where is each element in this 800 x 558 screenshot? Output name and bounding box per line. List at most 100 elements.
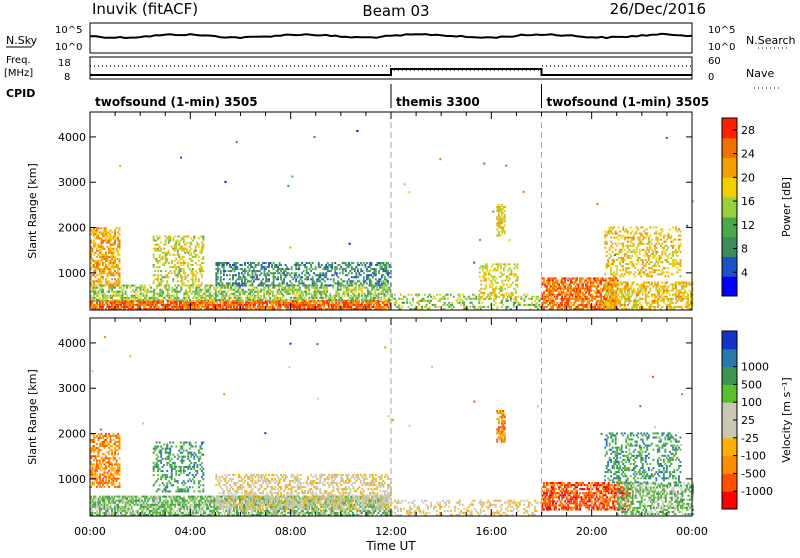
range-gate-cell [506, 292, 508, 294]
range-gate-cell [239, 287, 241, 289]
nave-label: Nave [746, 67, 774, 80]
range-gate-cell [295, 274, 297, 276]
range-gate-cell [636, 255, 638, 257]
range-gate-cell [496, 306, 498, 308]
range-gate-cell [253, 293, 255, 295]
range-gate-cell [506, 284, 508, 286]
range-gate-cell [241, 284, 243, 286]
range-gate-cell [201, 295, 203, 297]
range-gate-cell [198, 299, 200, 301]
range-gate-cell [195, 256, 197, 258]
range-gate-cell [483, 294, 485, 296]
range-gate-cell [202, 248, 204, 250]
range-gate-cell [168, 262, 170, 264]
range-gate-cell [105, 264, 107, 266]
range-gate-cell [654, 249, 656, 251]
range-gate-cell [285, 264, 287, 266]
range-gate-cell [621, 273, 623, 275]
range-gate-cell [570, 286, 572, 288]
range-gate-cell [478, 294, 480, 296]
range-gate-cell [619, 302, 621, 304]
range-gate-cell [199, 264, 201, 266]
range-gate-cell [501, 210, 503, 212]
range-gate-cell [352, 297, 354, 299]
range-gate-cell [156, 297, 158, 299]
range-gate-cell [110, 233, 112, 235]
range-gate-cell [500, 265, 502, 267]
range-gate-cell [622, 226, 624, 228]
range-gate-cell [339, 264, 341, 266]
range-gate-cell [306, 270, 308, 272]
range-gate-cell [495, 294, 497, 296]
range-gate-cell [264, 266, 266, 268]
range-gate-cell [305, 295, 307, 297]
range-gate-cell [318, 278, 320, 280]
range-gate-cell [383, 262, 385, 264]
range-gate-cell [657, 302, 659, 304]
range-gate-cell [587, 296, 589, 298]
range-gate-cell [279, 282, 281, 284]
range-gate-cell [241, 268, 243, 270]
range-gate-cell [645, 269, 647, 271]
range-gate-cell [319, 272, 321, 274]
range-gate-cell [215, 274, 217, 276]
range-gate-cell [302, 299, 304, 301]
range-gate-cell [223, 268, 225, 270]
range-gate-cell [209, 299, 211, 301]
range-gate-cell [201, 268, 203, 270]
range-gate-cell [513, 267, 515, 269]
range-gate-cell [643, 231, 645, 233]
range-gate-cell [337, 291, 339, 293]
range-gate-cell [180, 270, 182, 272]
range-gate-cell [660, 239, 662, 241]
range-gate-cell [667, 257, 669, 259]
range-gate-cell [624, 304, 626, 306]
range-gate-cell [224, 297, 226, 299]
range-gate-cell [153, 266, 155, 268]
range-gate-cell [361, 264, 363, 266]
range-gate-cell [181, 258, 183, 260]
range-gate-cell [153, 238, 155, 240]
range-gate-cell [480, 296, 482, 298]
range-gate-cell [358, 284, 360, 286]
range-gate-cell [338, 295, 340, 297]
range-gate-cell [499, 216, 501, 218]
range-gate-cell [504, 231, 506, 233]
range-gate-cell [189, 289, 191, 291]
range-gate-cell [600, 284, 602, 286]
range-gate-cell [610, 267, 612, 269]
range-gate-cell [202, 256, 204, 258]
range-gate-cell [444, 296, 446, 298]
range-gate-cell [675, 298, 677, 300]
range-gate-cell [636, 249, 638, 251]
range-gate-cell [639, 257, 641, 259]
range-gate-cell [189, 291, 191, 293]
range-gate-cell [507, 300, 509, 302]
range-gate-cell [672, 253, 674, 255]
range-gate-cell [666, 245, 668, 247]
range-gate-cell [120, 287, 122, 289]
range-gate-cell [387, 293, 389, 295]
range-gate-cell [340, 278, 342, 280]
range-gate-cell [264, 272, 266, 274]
range-gate-cell [190, 252, 192, 254]
range-gate-cell [670, 237, 672, 239]
range-gate-cell [667, 255, 669, 257]
range-gate-cell [216, 293, 218, 295]
range-gate-cell [155, 299, 157, 301]
range-gate-cell [171, 291, 173, 293]
cpid-segment-label: themis 3300 [396, 95, 480, 109]
range-gate-cell [98, 233, 100, 235]
range-gate-cell [663, 249, 665, 251]
range-gate-cell [661, 251, 663, 253]
range-gate-cell [241, 272, 243, 274]
range-gate-cell [235, 264, 237, 266]
range-gate-cell [482, 267, 484, 269]
range-gate-cell [123, 287, 125, 289]
range-gate-cell [646, 253, 648, 255]
range-gate-cell [168, 306, 170, 308]
range-gate-cell [180, 289, 182, 291]
range-gate-cell [331, 266, 333, 268]
range-gate-cell [366, 262, 368, 264]
range-gate-cell [575, 302, 577, 304]
